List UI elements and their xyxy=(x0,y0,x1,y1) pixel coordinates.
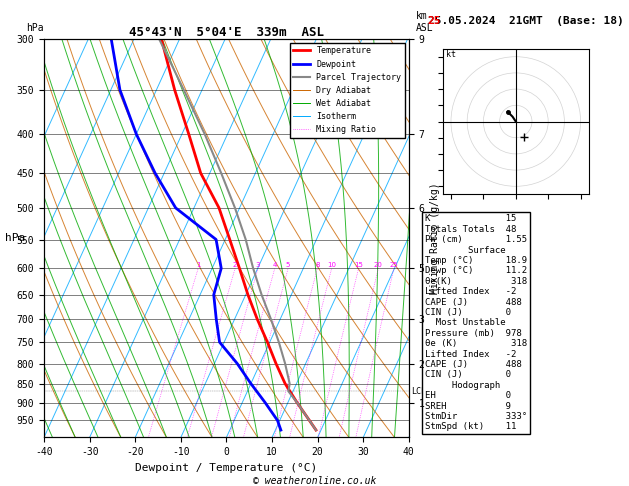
Text: hPa: hPa xyxy=(5,233,25,243)
X-axis label: Dewpoint / Temperature (°C): Dewpoint / Temperature (°C) xyxy=(135,463,318,473)
Text: © weatheronline.co.uk: © weatheronline.co.uk xyxy=(253,476,376,486)
Text: 8: 8 xyxy=(315,262,320,268)
Text: LCL: LCL xyxy=(411,387,426,396)
Text: 20: 20 xyxy=(374,262,382,268)
Text: 3: 3 xyxy=(256,262,260,268)
Text: 2: 2 xyxy=(233,262,237,268)
Legend: Temperature, Dewpoint, Parcel Trajectory, Dry Adiabat, Wet Adiabat, Isotherm, Mi: Temperature, Dewpoint, Parcel Trajectory… xyxy=(290,43,404,138)
Text: km
ASL: km ASL xyxy=(416,11,434,33)
Text: 10: 10 xyxy=(327,262,336,268)
Text: 1: 1 xyxy=(196,262,201,268)
Text: hPa: hPa xyxy=(26,23,43,33)
Title: 45°43'N  5°04'E  339m  ASL: 45°43'N 5°04'E 339m ASL xyxy=(129,26,324,39)
Text: K              15
Totals Totals  48
PW (cm)        1.55
        Surface
Temp (°C: K 15 Totals Totals 48 PW (cm) 1.55 Surfa… xyxy=(425,214,527,432)
Text: 15: 15 xyxy=(354,262,363,268)
Text: 25.05.2024  21GMT  (Base: 18): 25.05.2024 21GMT (Base: 18) xyxy=(428,17,623,26)
Text: 5: 5 xyxy=(286,262,291,268)
Text: kt: kt xyxy=(446,50,456,59)
Text: 25: 25 xyxy=(428,17,441,26)
Text: 25: 25 xyxy=(389,262,398,268)
Y-axis label: Mixing Ratio (g/kg): Mixing Ratio (g/kg) xyxy=(430,182,440,294)
Text: 4: 4 xyxy=(272,262,277,268)
